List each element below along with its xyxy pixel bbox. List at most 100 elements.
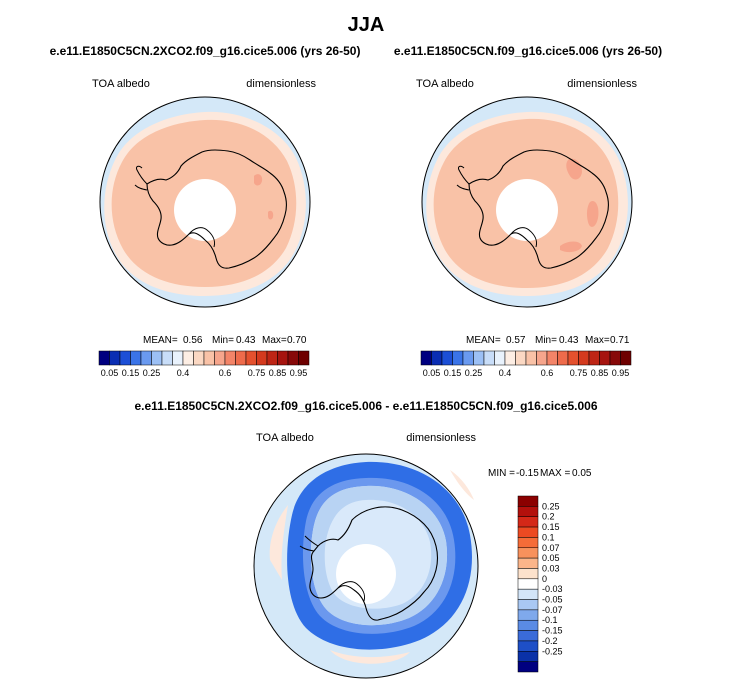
panel-diff-map: [253, 453, 479, 679]
map-albedo-high-2: [586, 200, 599, 227]
colorbar-tick-label: 0.25: [542, 501, 560, 511]
colorbar-tick-label: 0.75: [570, 368, 588, 378]
colorbar-box: [517, 547, 539, 559]
colorbar-box: [431, 350, 443, 366]
colorbar-box: [517, 568, 539, 580]
antarctica-coastline: [146, 149, 287, 269]
colorbar-box: [193, 350, 205, 366]
colorbar-box: [214, 350, 226, 366]
colorbar-tick-label: 0.1: [542, 532, 555, 542]
panel-left: e.e11.E1850C5CN.2XCO2.f09_g16.cice5.006 …: [50, 44, 361, 378]
colorbar-box: [172, 350, 184, 366]
panel-right-map: [421, 96, 633, 308]
panel-diff-min-label: MIN =: [488, 468, 515, 479]
positive-diff-patch-3: [450, 470, 474, 500]
colorbar-tick-label: 0.05: [423, 368, 441, 378]
colorbar-box: [599, 350, 611, 366]
panel-diff-colorbar: [517, 495, 539, 673]
colorbar-tick-label: -0.07: [542, 605, 563, 615]
panel-right-title: e.e11.E1850C5CN.f09_g16.cice5.006 (yrs 2…: [394, 44, 662, 58]
panel-left-max-label: Max=: [262, 335, 287, 346]
colorbar-box: [517, 609, 539, 621]
colorbar-tick-label: 0.95: [290, 368, 308, 378]
ice-shelf-outline: [337, 581, 365, 602]
colorbar-box: [203, 350, 215, 366]
colorbar-box: [256, 350, 268, 366]
colorbar-tick-label: 0.03: [542, 563, 560, 573]
colorbar-box: [517, 537, 539, 549]
colorbar-box: [98, 350, 110, 366]
colorbar-tick-label: -0.03: [542, 584, 563, 594]
panel-right-max-label: Max=: [585, 335, 610, 346]
colorbar-box: [182, 350, 194, 366]
colorbar-box: [567, 350, 579, 366]
colorbar-box: [517, 506, 539, 517]
colorbar-box: [483, 350, 495, 366]
colorbar-box: [517, 578, 539, 590]
colorbar-box: [517, 630, 539, 642]
colorbar-box: [517, 661, 539, 673]
panel-right-colorbar: [420, 350, 632, 366]
panel-left-mean-value: 0.56: [183, 335, 203, 346]
colorbar-box: [277, 350, 289, 366]
panel-left-min-label: Min=: [212, 335, 234, 346]
panel-diff-title: e.e11.E1850C5CN.2XCO2.f09_g16.cice5.006 …: [135, 399, 598, 413]
colorbar-box: [441, 350, 453, 366]
panel-diff-variable: TOA albedo: [256, 432, 314, 444]
colorbar-box: [119, 350, 131, 366]
colorbar-tick-label: 0.15: [444, 368, 462, 378]
colorbar-box: [151, 350, 163, 366]
colorbar-tick-label: 0.15: [122, 368, 140, 378]
colorbar-tick-label: -0.1: [542, 615, 558, 625]
map-pole-hole: [336, 544, 396, 604]
colorbar-box: [224, 350, 236, 366]
colorbar-box: [452, 350, 464, 366]
colorbar-box: [420, 350, 432, 366]
colorbar-tick-label: -0.25: [542, 646, 563, 656]
colorbar-tick-label: 0.95: [612, 368, 630, 378]
colorbar-tick-label: 0.6: [219, 368, 232, 378]
colorbar-tick-label: -0.05: [542, 595, 563, 605]
panel-right: e.e11.E1850C5CN.f09_g16.cice5.006 (yrs 2…: [394, 44, 662, 378]
panel-left-variable: TOA albedo: [92, 78, 150, 90]
map-albedo-high: [254, 174, 263, 186]
page-title: JJA: [348, 14, 385, 36]
colorbar-tick-label: 0.4: [177, 368, 190, 378]
panel-diff-max-value: 0.05: [572, 468, 592, 479]
antarctica-coastline: [468, 149, 609, 269]
positive-diff-patch-2: [330, 650, 410, 664]
panel-diff-units: dimensionless: [406, 432, 476, 444]
panel-right-colorbar-ticks: 0.05 0.15 0.25 0.4 0.6 0.75 0.85 0.95: [423, 368, 630, 378]
colorbar-tick-label: 0.05: [101, 368, 119, 378]
colorbar-box: [517, 599, 539, 611]
ice-shelf-outline: [188, 227, 215, 248]
colorbar-box: [517, 516, 539, 528]
colorbar-box: [515, 350, 527, 366]
colorbar-tick-label: 0.75: [248, 368, 266, 378]
colorbar-box: [494, 350, 506, 366]
panel-left-min-value: 0.43: [236, 335, 256, 346]
colorbar-box: [517, 557, 539, 569]
colorbar-tick-label: 0.25: [143, 368, 161, 378]
map-albedo-high-2: [268, 210, 274, 220]
colorbar-box: [557, 350, 569, 366]
colorbar-box: [517, 588, 539, 600]
panel-diff-colorbar-labels: 0.250.20.150.10.070.050.030-0.03-0.05-0.…: [542, 501, 563, 656]
colorbar-tick-label: -0.15: [542, 626, 563, 636]
colorbar-box: [161, 350, 173, 366]
panel-left-colorbar-ticks: 0.05 0.15 0.25 0.4 0.6 0.75 0.85 0.95: [101, 368, 308, 378]
panel-right-min-label: Min=: [535, 335, 557, 346]
colorbar-tick-label: 0.25: [465, 368, 483, 378]
panel-diff-min-value: -0.15: [516, 468, 539, 479]
colorbar-tick-label: -0.2: [542, 636, 558, 646]
colorbar-tick-label: 0.85: [591, 368, 609, 378]
panel-left-max-value: 0.70: [287, 335, 307, 346]
colorbar-box: [517, 651, 539, 662]
colorbar-box: [517, 495, 539, 507]
colorbar-box: [298, 350, 310, 366]
panel-diff-max-label: MAX =: [540, 468, 570, 479]
colorbar-box: [504, 350, 516, 366]
colorbar-box: [578, 350, 590, 366]
colorbar-box: [517, 526, 539, 538]
